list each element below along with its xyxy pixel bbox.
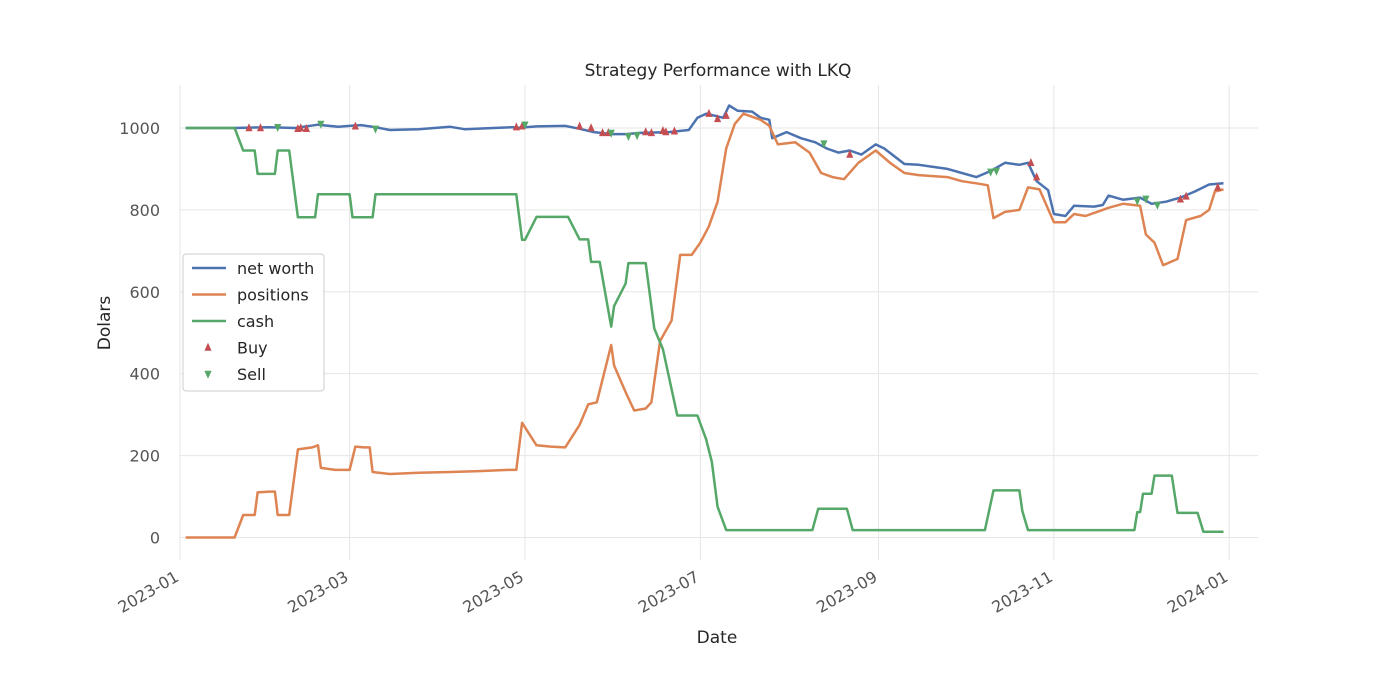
x-tick-label: 2024-01 xyxy=(1164,567,1231,617)
sell-marker xyxy=(1142,195,1150,204)
x-tick-label: 2023-05 xyxy=(460,567,527,617)
buy-marker xyxy=(518,121,526,130)
legend: net worth positions cash Buy Sell xyxy=(182,253,325,392)
sell-marker xyxy=(371,125,380,134)
buy-marker xyxy=(670,126,679,135)
buy-marker xyxy=(705,108,713,117)
x-tick-label: 2023-01 xyxy=(115,567,182,617)
buy-marker xyxy=(575,121,584,130)
legend-swatch-buy xyxy=(204,342,212,351)
buy-marker xyxy=(1182,191,1190,200)
buy-marker xyxy=(512,122,520,131)
buy-marker xyxy=(1176,194,1184,203)
sell-marker xyxy=(1133,197,1141,206)
sell-marker xyxy=(820,140,828,149)
y-axis-ticks: 0 200 400 600 800 1000 xyxy=(119,119,160,547)
buy-marker xyxy=(722,110,730,119)
y-tick-label: 1000 xyxy=(119,119,160,138)
x-tick-label: 2023-11 xyxy=(988,567,1055,617)
legend-label-sell: Sell xyxy=(237,365,266,384)
sell-marker xyxy=(987,168,995,177)
y-tick-label: 200 xyxy=(129,447,160,466)
buy-marker xyxy=(642,127,650,136)
y-tick-label: 600 xyxy=(129,283,160,302)
series-line-positions xyxy=(185,112,1224,539)
buy-marker xyxy=(587,123,595,132)
legend-label-positions: positions xyxy=(237,286,309,305)
sell-marker xyxy=(317,120,325,129)
sell-marker xyxy=(521,121,529,130)
sell-marker xyxy=(607,129,615,138)
buy-marker xyxy=(1033,172,1041,181)
y-tick-label: 800 xyxy=(129,201,160,220)
buy-marker xyxy=(302,124,311,133)
buy-marker xyxy=(245,123,253,132)
x-tick-label: 2023-03 xyxy=(284,567,351,617)
series-line-cash xyxy=(185,126,1224,533)
buy-marker xyxy=(297,123,305,132)
buy-marker xyxy=(351,121,359,130)
sell-marker xyxy=(992,167,1001,176)
buy-marker xyxy=(713,114,722,123)
legend-label-cash: cash xyxy=(237,312,274,331)
legend-label-buy: Buy xyxy=(237,339,268,358)
grid-lines xyxy=(179,85,1258,560)
sell-marker xyxy=(274,123,282,132)
buy-marker xyxy=(1214,182,1222,191)
buy-marker xyxy=(647,128,656,137)
sell-marker xyxy=(1153,201,1161,210)
legend-swatch-sell xyxy=(204,370,212,379)
buy-marker xyxy=(256,123,265,132)
sell-marker xyxy=(624,132,633,141)
y-tick-label: 0 xyxy=(150,528,160,547)
series-lines xyxy=(185,104,1224,539)
x-axis-label: Date xyxy=(697,628,738,648)
x-tick-label: 2023-07 xyxy=(635,567,702,617)
buy-marker xyxy=(846,149,854,158)
chart-title: Strategy Performance with LKQ xyxy=(585,61,852,81)
trade-markers xyxy=(245,108,1222,210)
buy-marker xyxy=(662,127,670,136)
buy-marker xyxy=(1027,158,1035,167)
buy-marker xyxy=(598,128,607,137)
legend-box xyxy=(182,253,325,392)
legend-label-net-worth: net worth xyxy=(237,259,314,278)
x-axis-ticks: 2023-01 2023-03 2023-05 2023-07 2023-09 2023-… xyxy=(115,567,1232,617)
y-axis-label: Dolars xyxy=(95,296,115,351)
x-tick-label: 2023-09 xyxy=(813,567,880,617)
y-tick-label: 400 xyxy=(129,365,160,384)
series-line-net-worth xyxy=(185,104,1224,218)
sell-marker xyxy=(633,132,641,141)
